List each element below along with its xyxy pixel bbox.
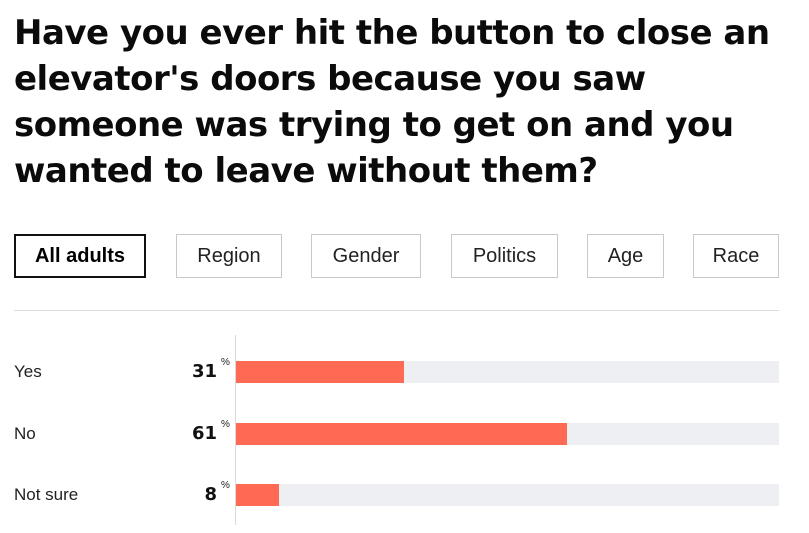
bar [236,484,280,506]
value-label: 8 [204,484,217,505]
bar [236,423,568,445]
percent-sign: % [221,480,230,491]
bar-track [236,423,779,445]
tab-gender[interactable]: Gender [311,234,421,278]
tab-region[interactable]: Region [176,234,282,278]
bar-track [236,361,779,383]
bar-row-no: No 61 % [0,419,809,446]
tab-race[interactable]: Race [693,234,779,278]
divider [14,310,779,311]
percent-sign: % [221,419,230,430]
value-label: 61 [191,423,217,444]
bar-row-yes: Yes 31 % [0,357,809,384]
chart-baseline [235,335,236,525]
bar-row-not-sure: Not sure 8 % [0,480,809,507]
tab-politics[interactable]: Politics [451,234,558,278]
bar [236,361,405,383]
percent-sign: % [221,357,230,368]
question-title: Have you ever hit the button to close an… [14,13,770,191]
category-label: Yes [14,362,42,381]
category-label: No [14,424,36,443]
bar-track [236,484,779,506]
category-label: Not sure [14,485,79,504]
tab-all-adults[interactable]: All adults [14,234,146,278]
value-label: 31 [191,361,217,382]
tab-age[interactable]: Age [587,234,664,278]
